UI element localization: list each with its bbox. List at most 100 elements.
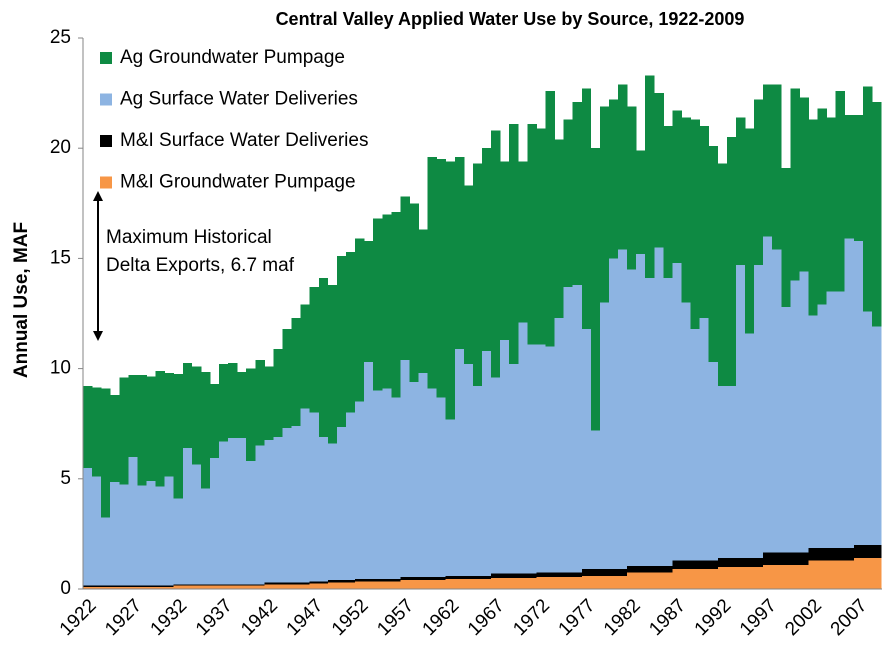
bar-segment [92,387,102,477]
bar-segment [581,88,592,329]
bar-segment [554,576,565,589]
bar-segment [790,280,800,553]
bar-segment [119,484,129,586]
bar-segment [826,291,837,549]
bar-segment [373,390,383,580]
bar-segment [563,287,574,573]
bar-segment [717,163,728,387]
bar-segment [228,438,238,585]
bar-segment [355,581,365,589]
bar-segment [509,573,519,578]
bar-segment [545,90,555,347]
x-tick-label: 1992 [691,595,736,640]
bar-segment [599,302,610,570]
bar-segment [200,371,211,489]
bar-segment [92,476,102,586]
bar-segment [599,106,610,303]
bar-segment [817,560,827,589]
bar-segment [681,560,691,570]
bar-segment [572,101,583,285]
bar-segment [246,461,256,585]
bar-segment [500,573,510,578]
bar-segment [699,126,710,318]
bar-segment [726,386,737,559]
bar-segment [119,586,129,589]
y-tick-label: 25 [50,27,71,48]
bar-segment [209,585,220,589]
bar-segment [318,581,329,584]
bar-segment [309,581,320,584]
bar-segment [654,572,664,589]
bar-segment [545,572,555,577]
bar-segment [500,577,510,589]
bar-segment [844,238,855,549]
bar-segment [563,119,574,288]
bar-segment [373,581,383,589]
bar-segment [445,579,456,589]
bar-segment [219,585,229,589]
bar-segment [509,123,519,365]
bar-segment [754,99,764,266]
bar-segment [291,425,302,583]
bar-segment [391,212,401,398]
bar-segment [826,560,837,589]
bar-segment [146,586,156,589]
bar-segment [155,585,166,587]
bar-segment [382,579,392,582]
bar-segment [808,119,818,316]
bar-segment [92,586,102,589]
bar-segment [255,584,265,586]
bar-segment [744,558,755,567]
bar-segment [527,344,537,574]
bar-segment [509,364,519,574]
bar-segment [672,262,682,561]
bar-segment [636,565,646,573]
bar-segment [726,558,737,567]
bar-segment [663,278,673,566]
bar-segment [282,428,292,583]
bar-segment [300,408,311,583]
bar-segment [291,582,302,585]
bar-segment [763,236,773,553]
bar-segment [182,363,193,448]
bar-segment [445,161,456,420]
bar-segment [654,565,664,573]
bar-segment [355,238,365,402]
bar-segment [491,130,501,378]
bar-segment [608,575,619,589]
bar-segment [645,278,655,566]
bar-segment [472,579,483,589]
bar-segment [844,548,855,561]
bar-segment [754,558,764,567]
bar-segment [164,585,175,587]
bar-segment [636,150,646,254]
bar-segment [527,577,537,589]
bar-segment [663,565,673,573]
legend-label: M&I Surface Water Deliveries [120,130,368,151]
bar-segment [636,253,646,566]
annotation: Delta Exports, 6.7 maf [106,255,295,276]
bar-segment [618,84,628,250]
bar-segment [817,108,827,305]
bar-segment [808,560,818,589]
bar-segment [264,584,274,589]
bar-segment [672,110,682,263]
bar-segment [101,585,111,587]
bar-segment [327,580,338,583]
bar-segment [83,467,93,586]
bar-segment [472,575,483,580]
bar-segment [808,315,818,549]
x-tick-label: 1957 [373,595,418,640]
bar-segment [472,386,483,576]
bar-segment [645,75,655,279]
bar-segment [744,128,755,334]
x-tick-label: 1977 [555,595,600,640]
bar-segment [772,249,782,553]
bar-segment [627,572,637,589]
bar-segment [119,585,129,587]
x-tick-label: 1942 [237,595,282,640]
bar-segment [627,269,637,566]
bar-segment [318,278,329,437]
bar-segment [763,564,773,589]
bar-segment [717,566,728,589]
